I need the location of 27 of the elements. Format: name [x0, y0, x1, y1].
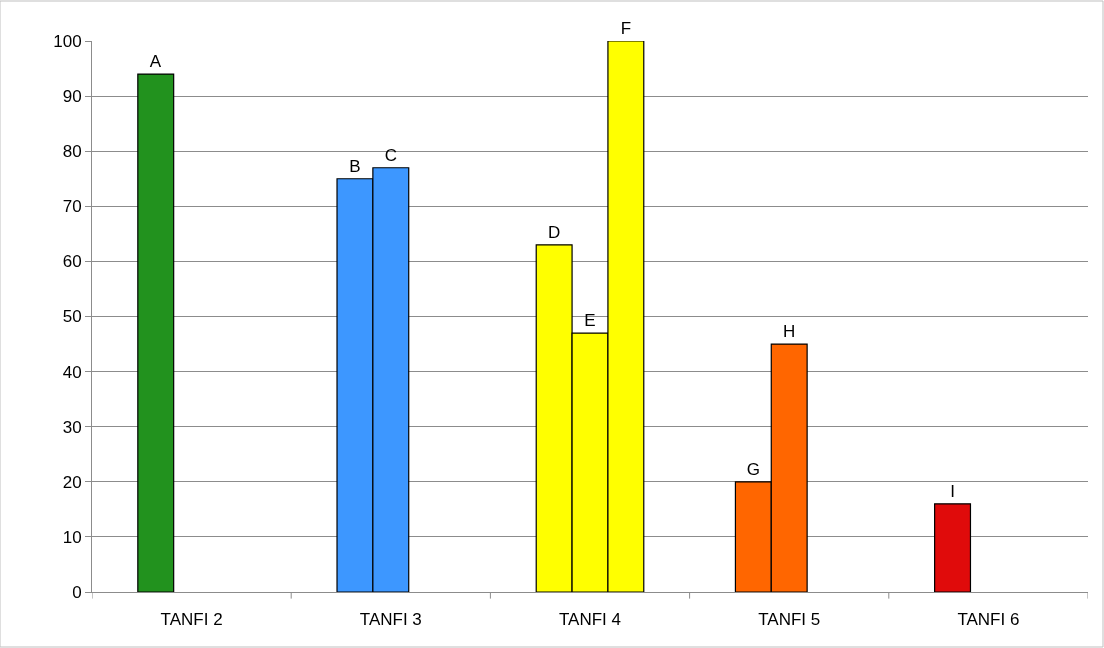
y-tick-label: 40: [62, 362, 82, 382]
x-tick-label: TANFI 5: [758, 610, 821, 630]
x-tick-label: TANFI 6: [957, 610, 1020, 630]
data-label: B: [349, 156, 361, 176]
y-tick-label: 80: [62, 142, 82, 162]
y-tick-label: 20: [62, 472, 82, 492]
data-label: H: [783, 322, 796, 342]
data-label: I: [950, 481, 955, 501]
y-tick-label: 10: [62, 527, 82, 547]
y-tick-label: 70: [62, 197, 82, 217]
data-label: C: [384, 145, 397, 165]
bar: [934, 503, 972, 592]
data-label: G: [746, 459, 760, 479]
data-label: A: [149, 52, 162, 72]
y-tick-label: 30: [62, 417, 82, 437]
bar: [137, 73, 175, 592]
y-tick-label: 100: [53, 31, 82, 51]
x-tick-label: TANFI 2: [160, 610, 223, 630]
y-tick-label: 60: [62, 252, 82, 272]
data-label: D: [548, 222, 561, 242]
y-tick-label: 50: [62, 307, 82, 327]
data-label: E: [584, 311, 596, 331]
x-tick-label: TANFI 3: [359, 610, 422, 630]
data-label: F: [620, 19, 632, 38]
y-tick-label: 90: [62, 87, 82, 107]
y-tick-label: 0: [72, 582, 82, 602]
x-tick-label: TANFI 4: [558, 610, 622, 630]
